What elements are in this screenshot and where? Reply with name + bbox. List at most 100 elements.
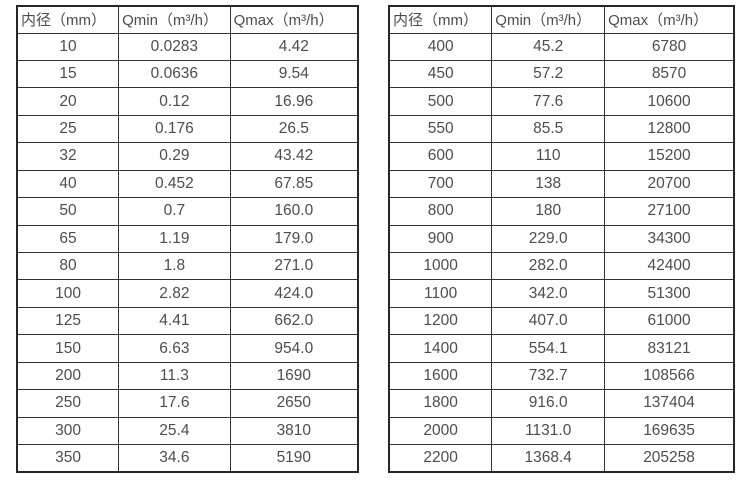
qmin-cell: 2.82 [118,279,231,308]
qmax-cell: 42400 [604,251,735,281]
column-header: Qmin（m³/h） [118,5,231,34]
diameter-cell: 600 [388,142,493,171]
qmin-cell: 1.8 [118,251,231,281]
table-row: 350 34.6 5190 [16,444,359,473]
qmax-cell: 34300 [604,224,735,254]
qmin-cell: 554.1 [491,334,606,363]
diameter-cell: 80 [16,251,120,281]
qmin-cell: 407.0 [491,306,606,336]
qmin-cell: 1131.0 [491,416,606,446]
qmin-cell: 6.63 [118,334,231,363]
table-body: 400 45.2 6780 450 57.2 8570 500 77.6 10600 550 85.… [388,32,735,473]
column-header: 内径（mm） [388,5,493,34]
qmax-cell: 43.42 [229,142,359,171]
diameter-cell: 2000 [388,416,493,446]
diameter-cell: 65 [16,224,120,254]
qmin-cell: 1.19 [118,224,231,254]
qmax-cell: 5190 [229,444,359,473]
qmin-cell: 0.176 [118,114,231,144]
qmin-cell: 138 [491,169,606,199]
diameter-cell: 200 [16,361,120,391]
table-row: 300 25.4 3810 [16,416,359,446]
column-header: Qmin（m³/h） [491,5,606,34]
table-row: 400 45.2 6780 [388,32,735,61]
qmax-cell: 12800 [604,114,735,144]
qmin-cell: 17.6 [118,389,231,418]
qmax-cell: 160.0 [229,197,359,226]
qmin-cell: 34.6 [118,444,231,473]
header-row: 内径（mm） Qmin（m³/h） Qmax（m³/h） [388,5,735,34]
diameter-cell: 100 [16,279,120,308]
qmax-cell: 9.54 [229,59,359,89]
qmin-cell: 0.7 [118,197,231,226]
table-row: 1200 407.0 61000 [388,306,735,336]
table-row: 10 0.0283 4.42 [16,32,359,61]
qmin-cell: 229.0 [491,224,606,254]
table-row: 100 2.82 424.0 [16,279,359,308]
qmax-cell: 27100 [604,197,735,226]
diameter-cell: 1400 [388,334,493,363]
qmin-cell: 4.41 [118,306,231,336]
table-row: 1100 342.0 51300 [388,279,735,308]
qmax-cell: 205258 [604,444,735,473]
table-row: 450 57.2 8570 [388,59,735,89]
diameter-cell: 25 [16,114,120,144]
diameter-cell: 1000 [388,251,493,281]
table-body: 10 0.0283 4.42 15 0.0636 9.54 20 0.12 16.96 25 0.1… [16,32,359,473]
diameter-cell: 20 [16,87,120,116]
table-row: 2000 1131.0 169635 [388,416,735,446]
table-row: 1800 916.0 137404 [388,389,735,418]
qmin-cell: 732.7 [491,361,606,391]
flow-spec-table-small-diameters: 内径（mm） Qmin（m³/h） Qmax（m³/h） 10 0.0283 4.42 1… [16,5,359,473]
qmin-cell: 0.452 [118,169,231,199]
table-row: 800 180 27100 [388,197,735,226]
diameter-cell: 1100 [388,279,493,308]
qmax-cell: 179.0 [229,224,359,254]
table-row: 125 4.41 662.0 [16,306,359,336]
qmax-cell: 424.0 [229,279,359,308]
table-row: 1600 732.7 108566 [388,361,735,391]
diameter-cell: 1600 [388,361,493,391]
qmax-cell: 271.0 [229,251,359,281]
table-row: 40 0.452 67.85 [16,169,359,199]
qmin-cell: 77.6 [491,87,606,116]
table-header: 内径（mm） Qmin（m³/h） Qmax（m³/h） [16,5,359,34]
qmin-cell: 85.5 [491,114,606,144]
diameter-cell: 800 [388,197,493,226]
qmax-cell: 137404 [604,389,735,418]
qmax-cell: 16.96 [229,87,359,116]
qmin-cell: 0.29 [118,142,231,171]
column-header: Qmax（m³/h） [229,5,359,34]
diameter-cell: 550 [388,114,493,144]
diameter-cell: 32 [16,142,120,171]
table-row: 600 110 15200 [388,142,735,171]
column-header: Qmax（m³/h） [604,5,735,34]
diameter-cell: 1200 [388,306,493,336]
qmin-cell: 110 [491,142,606,171]
qmax-cell: 662.0 [229,306,359,336]
diameter-cell: 900 [388,224,493,254]
qmin-cell: 282.0 [491,251,606,281]
qmax-cell: 2650 [229,389,359,418]
diameter-cell: 250 [16,389,120,418]
qmax-cell: 169635 [604,416,735,446]
qmin-cell: 11.3 [118,361,231,391]
table-row: 80 1.8 271.0 [16,251,359,281]
table-row: 1400 554.1 83121 [388,334,735,363]
diameter-cell: 400 [388,32,493,61]
qmax-cell: 20700 [604,169,735,199]
diameter-cell: 125 [16,306,120,336]
qmin-cell: 916.0 [491,389,606,418]
diameter-cell: 15 [16,59,120,89]
diameter-cell: 1800 [388,389,493,418]
table-row: 200 11.3 1690 [16,361,359,391]
qmax-cell: 10600 [604,87,735,116]
table-row: 20 0.12 16.96 [16,87,359,116]
qmax-cell: 26.5 [229,114,359,144]
column-header: 内径（mm） [16,5,120,34]
qmin-cell: 0.0283 [118,32,231,61]
tables-container: 内径（mm） Qmin（m³/h） Qmax（m³/h） 10 0.0283 4.42 1… [16,5,735,473]
qmax-cell: 83121 [604,334,735,363]
header-row: 内径（mm） Qmin（m³/h） Qmax（m³/h） [16,5,359,34]
qmax-cell: 8570 [604,59,735,89]
